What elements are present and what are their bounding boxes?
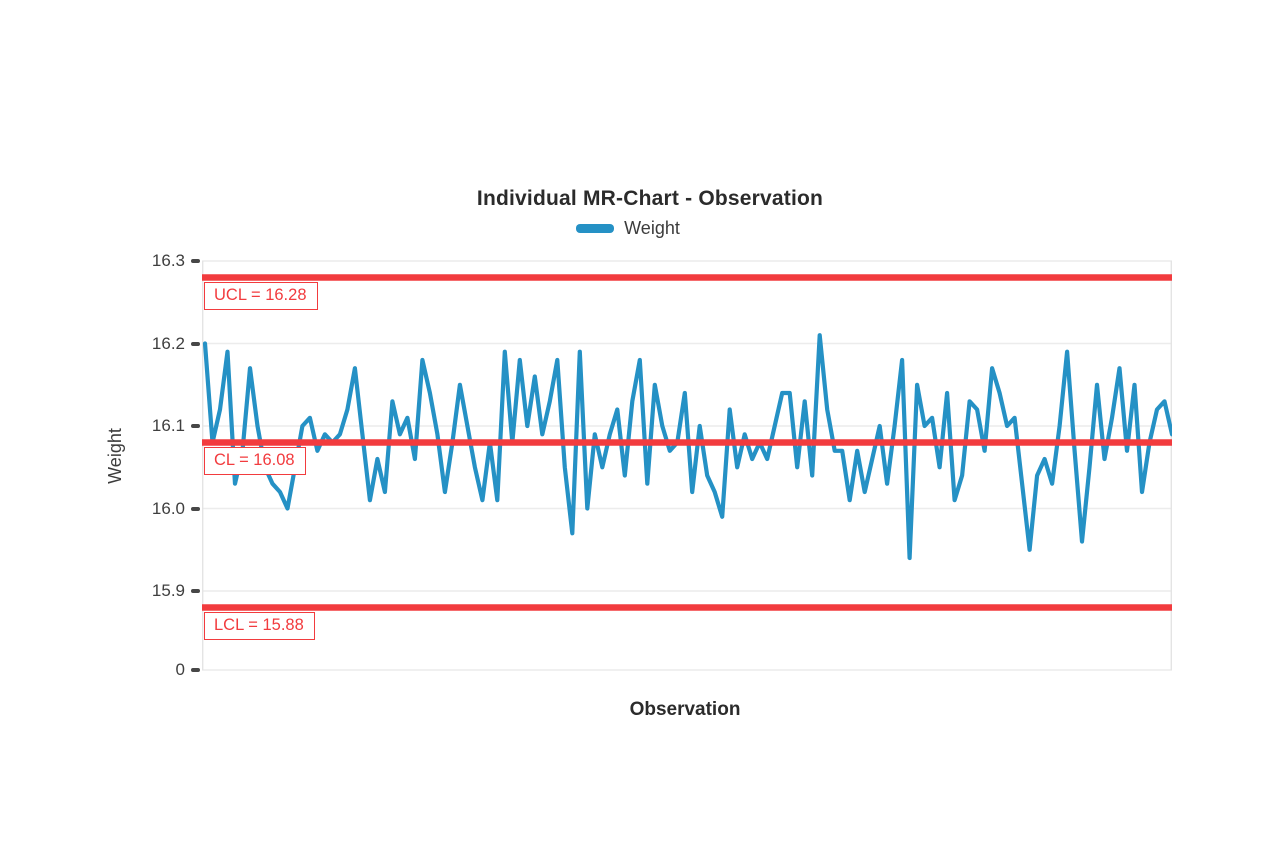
chart-title: Individual MR-Chart - Observation xyxy=(476,187,824,210)
ucl-annotation: UCL = 16.28 xyxy=(204,282,318,311)
legend-label-weight: Weight xyxy=(624,218,680,238)
y-tick-mark xyxy=(191,589,200,593)
y-axis-title: Weight xyxy=(105,428,125,484)
y-tick-label: 16.1 xyxy=(151,416,185,435)
weight-series-line xyxy=(202,333,1172,561)
y-tick-label: 15.9 xyxy=(151,581,185,600)
y-tick-label: 16.0 xyxy=(151,498,185,518)
y-tick-mark xyxy=(191,506,200,511)
legend: Weight xyxy=(0,218,1256,239)
weight-series-swatch xyxy=(576,224,615,233)
y-tick-mark xyxy=(191,341,200,346)
x-axis-title: Observation xyxy=(629,699,741,720)
y-tick-mark xyxy=(191,259,200,263)
lcl-annotation: LCL = 15.88 xyxy=(204,612,315,641)
cl-annotation: CL = 16.08 xyxy=(204,447,306,476)
plot-area xyxy=(202,260,1172,671)
y-tick-mark xyxy=(191,668,200,672)
y-tick-label: 16.3 xyxy=(151,251,185,270)
y-tick-label: 16.2 xyxy=(151,333,185,353)
y-tick-mark xyxy=(191,424,200,428)
y-tick-label: 0 xyxy=(175,660,185,679)
